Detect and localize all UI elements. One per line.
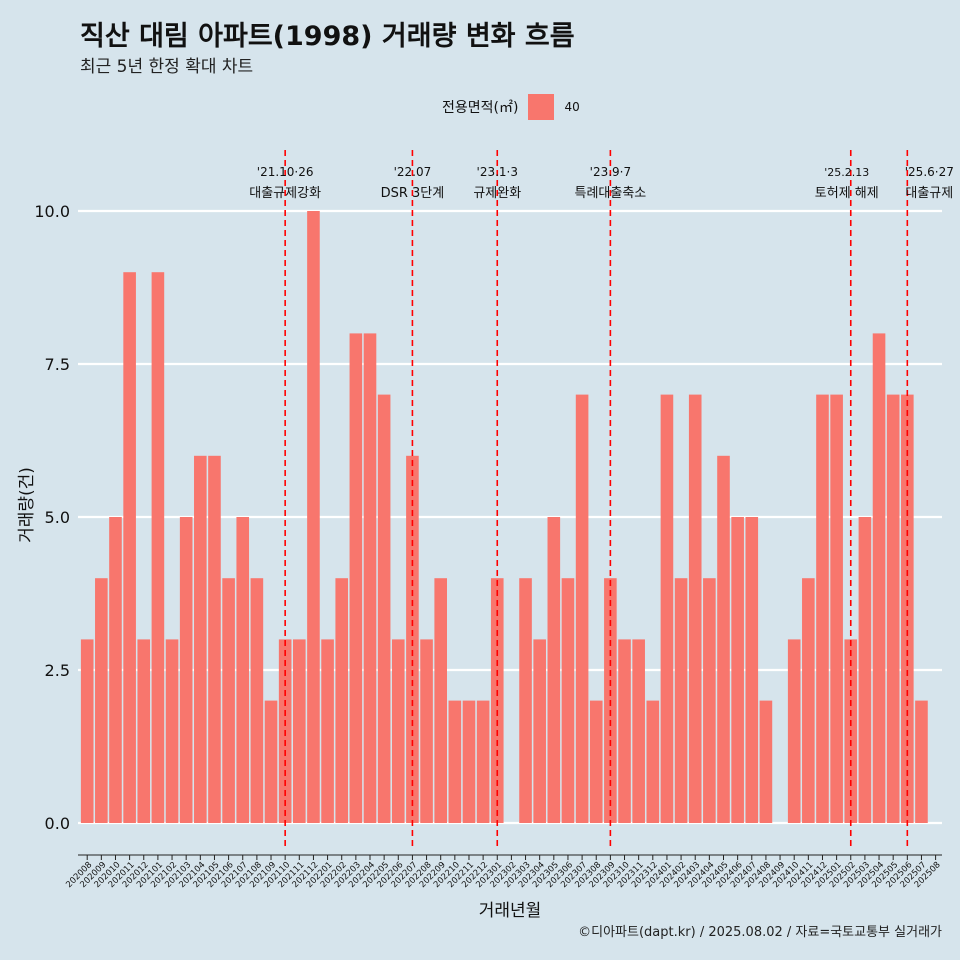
bar bbox=[787, 639, 801, 823]
bar bbox=[222, 578, 235, 823]
event-date: '25.6·27 bbox=[905, 165, 954, 179]
y-axis-title: 거래량(건) bbox=[17, 467, 37, 543]
event-label: 규제완화 bbox=[473, 186, 521, 201]
bar bbox=[816, 394, 829, 823]
y-tick-label: 0.0 bbox=[45, 814, 70, 833]
bar bbox=[915, 700, 928, 823]
legend: 전용면적(㎡) 40 bbox=[442, 93, 580, 121]
bar bbox=[123, 272, 136, 823]
event-label: 대출규제 bbox=[905, 186, 953, 201]
bar bbox=[406, 455, 419, 823]
bar bbox=[335, 578, 349, 823]
bar bbox=[688, 394, 702, 823]
bar bbox=[632, 639, 645, 823]
y-tick-label: 7.5 bbox=[45, 355, 70, 374]
source-caption: ©디아파트(dapt.kr) / 2025.08.02 / 자료=국토교통부 실… bbox=[578, 925, 942, 940]
event-label: 토허제 해제 bbox=[815, 186, 879, 201]
bar bbox=[293, 639, 306, 823]
bar bbox=[717, 455, 730, 823]
bar bbox=[646, 700, 660, 823]
bar bbox=[165, 639, 179, 823]
bar bbox=[137, 639, 151, 823]
event-label: 대출규제강화 bbox=[249, 186, 321, 201]
bar bbox=[731, 517, 744, 823]
x-axis-title: 거래년월 bbox=[479, 901, 542, 921]
event-label: 특례대출축소 bbox=[574, 186, 646, 201]
event-date: '23.1·3 bbox=[477, 165, 518, 179]
bar bbox=[561, 578, 575, 823]
bar bbox=[519, 578, 532, 823]
chart-subtitle: 최근 5년 한정 확대 차트 bbox=[80, 57, 254, 77]
bar bbox=[307, 211, 320, 823]
y-tick-label: 10.0 bbox=[34, 202, 70, 221]
bar bbox=[363, 333, 377, 823]
bar bbox=[462, 700, 476, 823]
bar bbox=[618, 639, 631, 823]
bar bbox=[533, 639, 546, 823]
bar bbox=[872, 333, 886, 823]
bar bbox=[674, 578, 688, 823]
bar bbox=[660, 394, 674, 823]
legend-label: 40 bbox=[564, 100, 580, 114]
bar bbox=[589, 700, 603, 823]
bar bbox=[194, 455, 207, 823]
bar bbox=[476, 700, 490, 823]
bar bbox=[109, 517, 122, 823]
y-tick-label: 5.0 bbox=[45, 508, 70, 527]
bar bbox=[547, 517, 561, 823]
bar bbox=[575, 394, 589, 823]
bar bbox=[858, 517, 872, 823]
bar bbox=[802, 578, 815, 823]
bar bbox=[208, 455, 221, 823]
bar bbox=[151, 272, 165, 823]
bar bbox=[80, 639, 94, 823]
bar bbox=[745, 517, 759, 823]
legend-title: 전용면적(㎡) bbox=[442, 100, 519, 116]
bar bbox=[250, 578, 264, 823]
event-date: '23.9·7 bbox=[590, 165, 631, 179]
bar bbox=[759, 700, 773, 823]
bar bbox=[321, 639, 334, 823]
bar bbox=[236, 517, 250, 823]
bar bbox=[886, 394, 900, 823]
legend-swatch bbox=[528, 94, 555, 120]
bar bbox=[448, 700, 462, 823]
bar bbox=[95, 578, 108, 823]
bar bbox=[830, 394, 843, 823]
bar bbox=[179, 517, 193, 823]
chart-title: 직산 대림 아파트(1998) 거래량 변화 흐름 bbox=[80, 21, 575, 52]
bar bbox=[391, 639, 405, 823]
event-date: '21.10·26 bbox=[257, 165, 314, 179]
bar bbox=[349, 333, 363, 823]
event-date: '25.2.13 bbox=[824, 166, 869, 179]
y-tick-label: 2.5 bbox=[45, 661, 70, 680]
bar bbox=[901, 394, 914, 823]
bar bbox=[703, 578, 716, 823]
bar bbox=[264, 700, 278, 823]
bar bbox=[377, 394, 391, 823]
bar bbox=[420, 639, 433, 823]
event-label: DSR 3단계 bbox=[381, 186, 445, 201]
bar bbox=[434, 578, 447, 823]
event-date: '22.07 bbox=[394, 165, 432, 179]
